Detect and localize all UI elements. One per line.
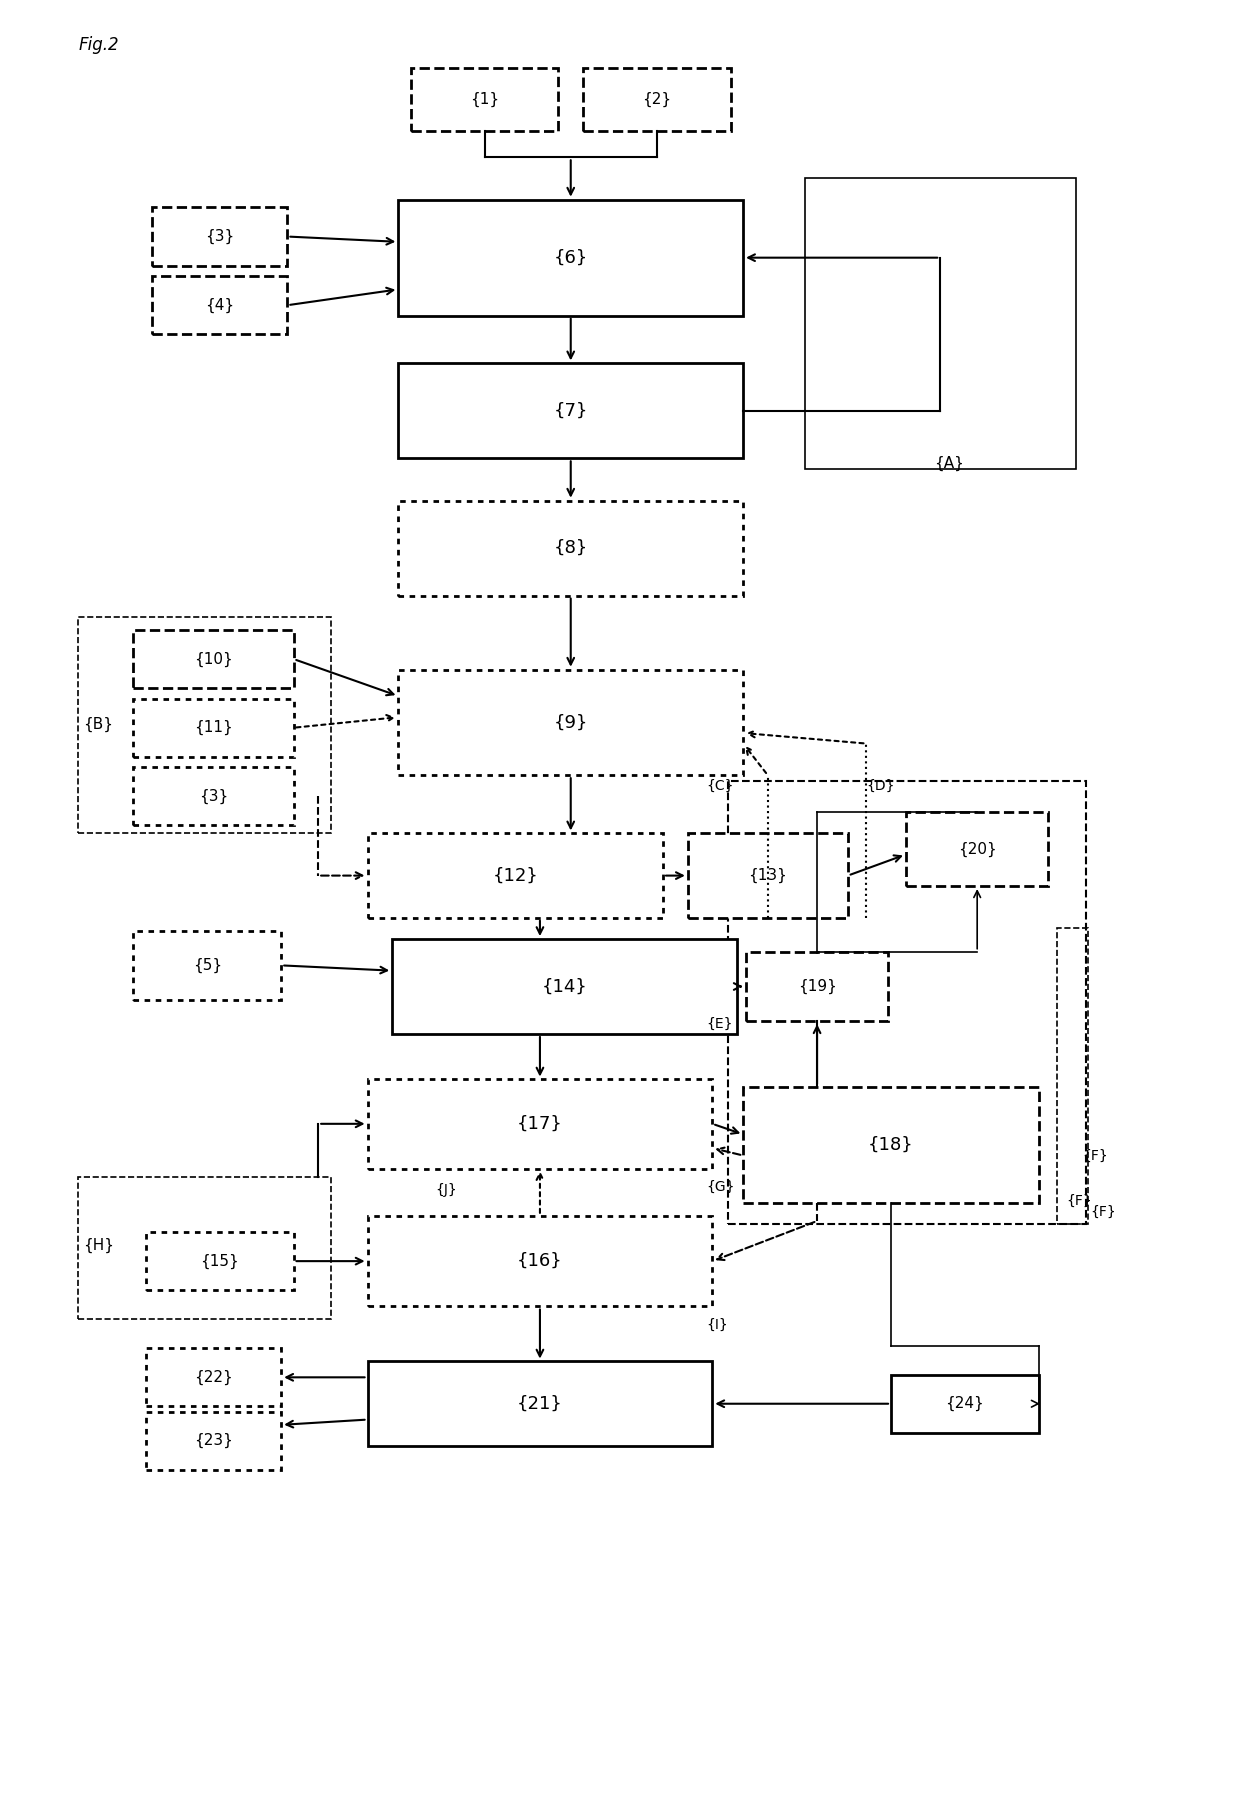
Bar (688, 833, 848, 918)
Bar (367, 833, 663, 918)
Text: {E}: {E} (707, 1016, 733, 1030)
Bar (153, 276, 288, 334)
Bar (805, 179, 1076, 469)
Text: {19}: {19} (797, 980, 837, 994)
Text: {3}: {3} (205, 229, 234, 244)
Text: {10}: {10} (195, 651, 233, 667)
Text: {7}: {7} (553, 402, 588, 420)
Bar (392, 938, 737, 1034)
Text: {F}: {F} (1090, 1205, 1116, 1220)
Text: {24}: {24} (945, 1396, 985, 1411)
Text: {G}: {G} (707, 1180, 735, 1194)
Text: {21}: {21} (517, 1394, 563, 1413)
Text: {J}: {J} (435, 1183, 458, 1198)
Text: {9}: {9} (553, 713, 588, 731)
Bar (146, 1232, 294, 1290)
Text: {4}: {4} (205, 298, 234, 312)
Text: {22}: {22} (195, 1369, 233, 1385)
Bar (398, 363, 743, 458)
Text: {H}: {H} (83, 1238, 114, 1254)
Bar (367, 1216, 712, 1306)
Text: {I}: {I} (707, 1317, 728, 1331)
Text: {20}: {20} (957, 842, 997, 857)
Text: {A}: {A} (934, 456, 963, 471)
Bar (134, 630, 294, 687)
Bar (410, 67, 558, 132)
Text: {6}: {6} (553, 249, 588, 267)
Text: {F}: {F} (1066, 1194, 1091, 1209)
Bar (746, 953, 888, 1021)
Text: {16}: {16} (517, 1252, 563, 1270)
Bar (153, 207, 288, 265)
Bar (398, 502, 743, 595)
Bar (146, 1413, 281, 1470)
Text: {F}: {F} (1081, 1149, 1107, 1162)
Text: {18}: {18} (868, 1137, 914, 1155)
Text: {3}: {3} (198, 788, 228, 805)
Text: {B}: {B} (83, 716, 113, 732)
Text: {11}: {11} (195, 720, 233, 736)
Text: {C}: {C} (707, 779, 734, 792)
Text: {23}: {23} (195, 1432, 233, 1449)
Bar (743, 1086, 1039, 1203)
Bar (583, 67, 730, 132)
Text: {1}: {1} (470, 92, 498, 106)
Text: {D}: {D} (867, 779, 895, 792)
Bar (78, 1176, 331, 1319)
Bar (134, 931, 281, 999)
Bar (367, 1079, 712, 1169)
Text: {8}: {8} (553, 539, 588, 557)
Text: {15}: {15} (201, 1254, 239, 1268)
Text: Fig.2: Fig.2 (78, 36, 119, 54)
Text: {13}: {13} (749, 868, 787, 884)
Bar (367, 1362, 712, 1447)
Text: {17}: {17} (517, 1115, 563, 1133)
Bar (134, 767, 294, 826)
Bar (1058, 929, 1087, 1225)
Text: {14}: {14} (542, 978, 588, 996)
Bar (398, 200, 743, 316)
Text: {5}: {5} (193, 958, 222, 972)
Bar (892, 1375, 1039, 1432)
Bar (398, 669, 743, 776)
Bar (728, 781, 1085, 1225)
Bar (78, 617, 331, 833)
Text: {12}: {12} (492, 866, 538, 884)
Text: {2}: {2} (642, 92, 672, 106)
Bar (906, 812, 1048, 886)
Bar (146, 1348, 281, 1407)
Bar (134, 698, 294, 756)
